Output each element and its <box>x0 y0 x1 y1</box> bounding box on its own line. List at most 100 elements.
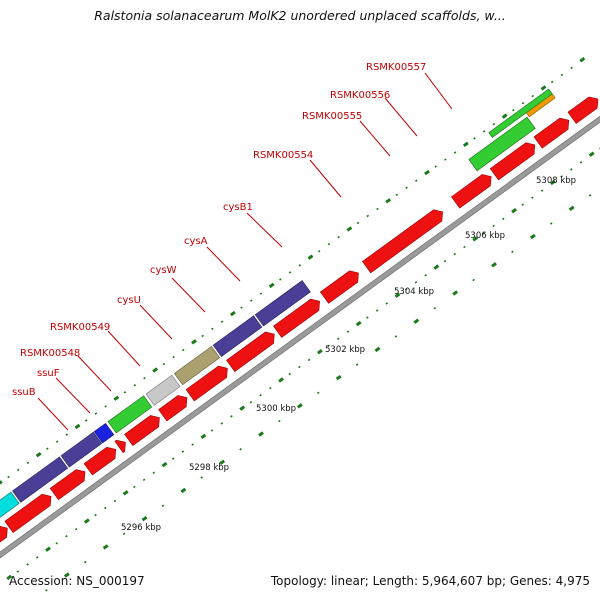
tick-mark <box>152 367 159 373</box>
tick-mark <box>482 231 486 235</box>
cds-arrow[interactable] <box>273 296 323 338</box>
cds-arrow[interactable] <box>533 115 573 149</box>
tick-mark <box>462 141 469 148</box>
genome-stats-text: Topology: linear; Length: 5,964,607 bp; … <box>270 574 590 588</box>
gene-label-RSMK00549[interactable]: RSMK00549 <box>50 322 110 333</box>
scale-label: 5300 kbp <box>256 404 296 414</box>
accession-text: Accession: NS_000197 <box>9 574 145 588</box>
cds-arrow[interactable] <box>158 392 191 422</box>
tick-mark <box>229 310 236 317</box>
tick-mark <box>84 419 88 422</box>
tick-mark <box>122 532 126 536</box>
gene-bar-RSMK00556[interactable] <box>488 88 553 138</box>
tick-mark <box>512 108 515 112</box>
tick-mark <box>549 179 556 186</box>
map-title: Ralstonia solanacearum MolK2 unordered u… <box>94 8 506 23</box>
gene-label-cysA[interactable]: cysA <box>184 236 208 247</box>
cds-arrow[interactable] <box>49 466 89 501</box>
gene-label-cysB1[interactable]: cysB1 <box>223 202 253 213</box>
gene-bar-RSMK00548[interactable] <box>107 395 153 434</box>
gene-label-ssuB[interactable]: ssuB <box>12 387 36 398</box>
cds-arrow[interactable] <box>362 206 446 274</box>
tick-mark <box>65 535 68 538</box>
gene-row-top[interactable] <box>0 88 563 537</box>
tick-mark <box>249 400 253 404</box>
gene-bar-unlabeled-cyan[interactable] <box>0 491 20 537</box>
tick-mark <box>433 306 437 310</box>
tick-mark <box>26 461 30 465</box>
cds-arrow[interactable] <box>489 139 539 181</box>
tick-mark <box>239 448 242 451</box>
gene-bar-unlabeled-purple[interactable] <box>12 456 69 503</box>
tick-mark <box>374 346 381 353</box>
tick-mark <box>249 299 253 302</box>
tick-mark <box>201 334 204 338</box>
tick-mark <box>404 288 408 291</box>
gene-bar-cysW[interactable] <box>212 315 263 357</box>
cds-arrow[interactable] <box>83 444 120 476</box>
tick-mark <box>579 161 583 164</box>
gene-bar-RSMK00549[interactable] <box>145 374 181 406</box>
tick-mark <box>491 262 497 268</box>
tick-mark <box>16 570 20 573</box>
cds-arrow[interactable] <box>4 491 55 534</box>
gene-bar-ssuB[interactable] <box>60 431 103 468</box>
tick-mark <box>355 320 362 327</box>
tick-mark <box>172 355 175 359</box>
tick-mark <box>113 499 117 503</box>
tick-mark <box>123 391 127 394</box>
tick-mark <box>103 506 107 510</box>
tick-mark <box>355 363 359 366</box>
gene-label-RSMK00554[interactable]: RSMK00554 <box>253 150 313 161</box>
gene-labels: ssuB ssuF RSMK00548 RSMK00549 cysU cysW … <box>12 62 453 431</box>
gene-label-cysU[interactable]: cysU <box>117 295 141 306</box>
tick-mark <box>162 362 166 366</box>
cds-arrow[interactable] <box>226 328 279 372</box>
gene-label-RSMK00548[interactable]: RSMK00548 <box>20 348 80 359</box>
tick-mark <box>191 339 197 345</box>
gene-bar-RSMK00555[interactable] <box>468 116 536 172</box>
gene-bar-cysU[interactable] <box>173 345 221 386</box>
tick-mark <box>453 252 457 256</box>
cds-arrow[interactable] <box>185 363 231 402</box>
tick-mark <box>424 274 427 277</box>
tick-mark <box>200 476 204 479</box>
tick-mark <box>278 377 284 383</box>
tick-mark <box>296 403 303 409</box>
tick-mark <box>385 198 392 204</box>
tick-mark <box>376 207 379 211</box>
tick-mark <box>492 123 496 126</box>
gene-label-RSMK00556[interactable]: RSMK00556 <box>330 90 390 101</box>
tick-mark <box>83 518 90 524</box>
cds-arrow[interactable] <box>567 93 600 124</box>
tick-mark <box>327 242 331 246</box>
gene-bar-cysA[interactable] <box>254 280 311 327</box>
scale-label: 5308 kbp <box>536 176 576 186</box>
tick-mark <box>569 168 573 171</box>
tick-mark <box>268 282 275 289</box>
tick-mark <box>83 560 87 564</box>
tick-mark <box>181 450 185 453</box>
gene-bar-ssuF[interactable] <box>93 422 115 444</box>
cds-arrow[interactable] <box>451 171 495 209</box>
cds-arrow[interactable] <box>0 522 11 558</box>
tick-mark <box>45 546 51 552</box>
cds-arrow[interactable] <box>114 437 130 454</box>
tick-mark <box>568 205 575 212</box>
tick-mark <box>394 292 401 298</box>
gene-label-RSMK00557[interactable]: RSMK00557 <box>366 62 426 73</box>
scale-label: 5304 kbp <box>394 287 434 297</box>
tick-mark <box>36 556 39 559</box>
cds-row[interactable] <box>0 93 600 558</box>
tick-mark <box>560 73 564 77</box>
gene-label-RSMK00555[interactable]: RSMK00555 <box>302 111 362 122</box>
tick-mark <box>133 485 136 489</box>
gene-label-cysW[interactable]: cysW <box>150 265 177 276</box>
tick-mark <box>366 214 370 218</box>
gene-label-ssuF[interactable]: ssuF <box>37 368 60 379</box>
tick-mark <box>258 431 264 437</box>
cds-arrow[interactable] <box>124 412 164 447</box>
cds-arrow[interactable] <box>319 267 362 304</box>
